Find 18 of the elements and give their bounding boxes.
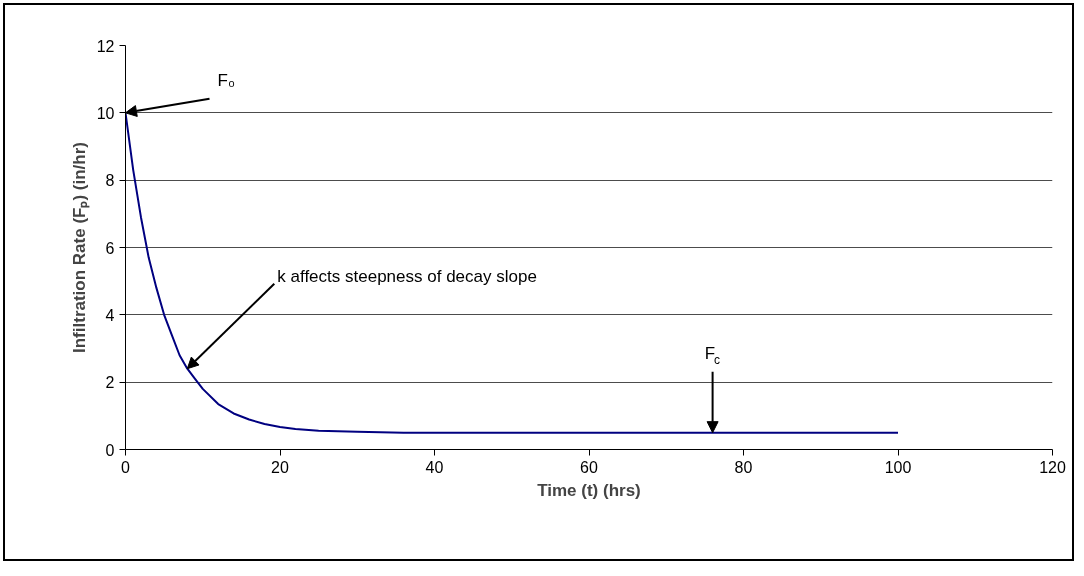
- x-axis-title: Time (t) (hrs): [537, 480, 641, 500]
- x-tick-label: 20: [271, 458, 289, 476]
- y-tick-label: 0: [105, 441, 115, 459]
- annotation: k affects steepness of decay slope: [277, 267, 537, 287]
- y-tick-label: 8: [105, 172, 115, 190]
- y-axis-title: Infiltration Rate (Fₚ) (in/hr): [69, 142, 90, 353]
- x-tick-label: 80: [734, 458, 753, 476]
- y-tick-label: 2: [105, 374, 115, 392]
- y-tick-label: 12: [96, 37, 115, 55]
- y-tick-label: 10: [96, 104, 115, 122]
- x-tick-label: 60: [580, 458, 598, 476]
- y-tick-label: 6: [105, 239, 115, 257]
- annotation: F₀: [217, 71, 235, 91]
- x-tick-label: 120: [1039, 458, 1066, 476]
- x-tick-label: 100: [884, 458, 912, 476]
- x-tick-label: 40: [425, 458, 444, 476]
- x-tick-label: 0: [121, 458, 131, 476]
- y-tick-label: 4: [105, 306, 115, 324]
